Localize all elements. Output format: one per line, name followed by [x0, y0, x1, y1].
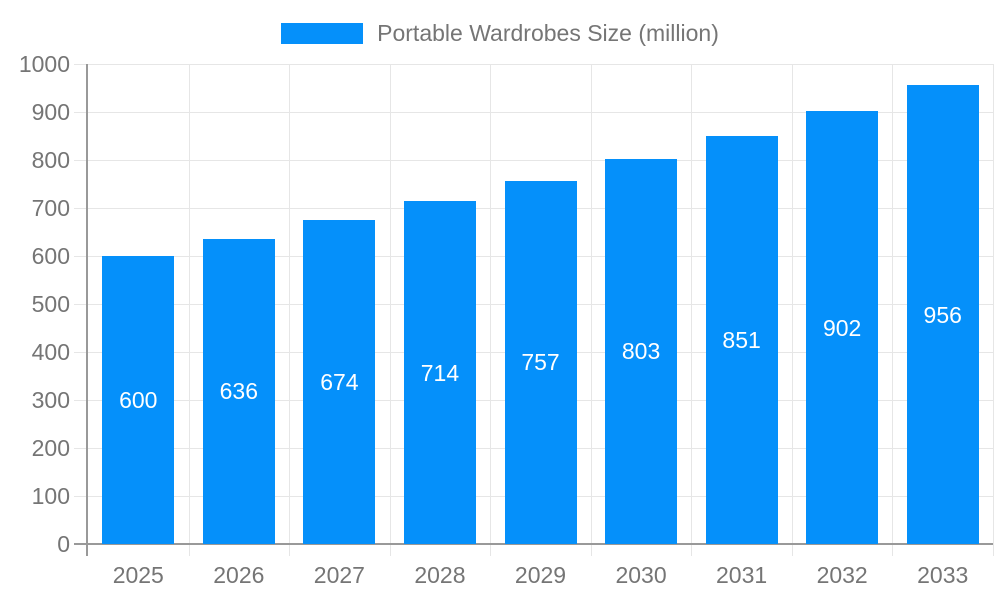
bar-value-label: 803	[621, 338, 661, 365]
x-axis-line	[74, 543, 993, 545]
x-gridline	[892, 64, 894, 556]
y-tick-label: 400	[31, 339, 70, 365]
bar[interactable]	[202, 238, 275, 544]
y-tick-label: 500	[31, 291, 70, 317]
x-tick-label: 2029	[514, 562, 567, 588]
x-tick-label: 2030	[615, 562, 667, 588]
legend-swatch[interactable]	[281, 22, 364, 44]
bar-value-label: 600	[119, 387, 158, 413]
y-tick-label: 700	[31, 195, 70, 221]
bar[interactable]	[102, 256, 175, 544]
y-tick-label: 200	[31, 435, 70, 461]
x-gridline	[289, 64, 291, 556]
x-tick-label: 2028	[414, 562, 466, 588]
y-gridline	[74, 160, 993, 161]
bar[interactable]	[504, 180, 577, 544]
legend[interactable]: Portable Wardrobes Size (million)	[0, 19, 1000, 46]
x-tick-label: 2027	[313, 562, 365, 588]
bar-value-label: 674	[320, 369, 359, 396]
x-gridline	[791, 64, 793, 556]
x-gridline	[691, 64, 693, 556]
x-tick-label: 2025	[112, 562, 164, 588]
y-tick-label: 100	[31, 483, 70, 509]
y-tick-label: 600	[31, 243, 70, 269]
x-gridline	[490, 64, 492, 556]
x-gridline	[993, 64, 994, 556]
bar-value-label: 714	[420, 359, 460, 386]
x-gridline	[590, 64, 592, 556]
bar[interactable]	[403, 201, 476, 544]
x-tick-label: 2031	[716, 562, 768, 588]
bar-value-label: 902	[822, 314, 862, 341]
y-tick-label: 300	[31, 387, 70, 413]
y-gridline	[74, 112, 993, 113]
x-tick-label: 2026	[213, 562, 265, 588]
bar-value-label: 636	[219, 378, 259, 405]
x-tick-label: 2032	[816, 562, 868, 588]
y-tick-label: 1000	[18, 51, 70, 77]
bar-value-label: 851	[722, 326, 761, 353]
bar[interactable]	[705, 135, 778, 544]
bar[interactable]	[906, 85, 979, 544]
bar-value-label: 757	[521, 349, 560, 376]
y-axis-line	[86, 64, 88, 556]
y-tick-label: 0	[57, 531, 70, 557]
y-gridline	[74, 64, 993, 65]
x-gridline	[389, 64, 391, 556]
bar[interactable]	[605, 158, 678, 544]
x-tick-label: 2033	[917, 562, 969, 588]
bar[interactable]	[806, 111, 879, 544]
y-tick-label: 900	[31, 99, 70, 125]
bar[interactable]	[303, 220, 376, 544]
y-tick-label: 800	[31, 147, 70, 173]
x-gridline	[188, 64, 190, 556]
legend-label: Portable Wardrobes Size (million)	[377, 19, 719, 46]
bar-value-label: 956	[923, 301, 962, 328]
